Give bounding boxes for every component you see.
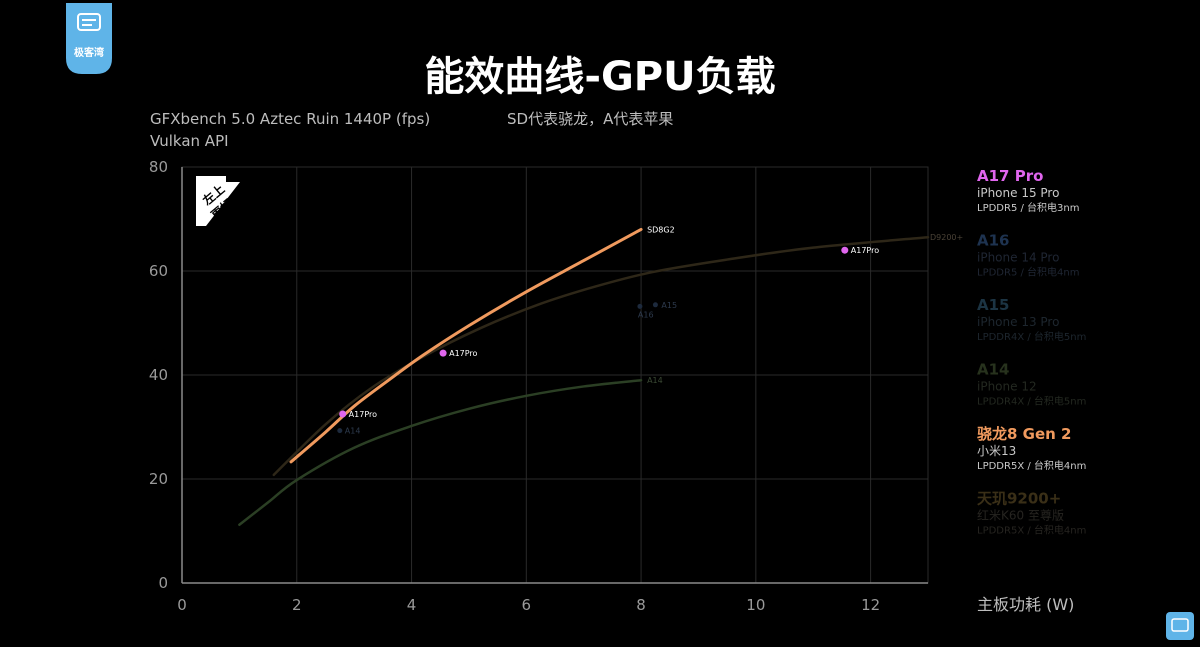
x-tick-label: 12 [861, 596, 880, 614]
point-marker [337, 428, 343, 434]
point-label: A17Pro [851, 246, 879, 255]
y-tick-label: 20 [149, 470, 168, 488]
point-label: A16 [638, 310, 654, 319]
series-line-sd8g2 [289, 227, 643, 464]
x-tick-label: 6 [522, 596, 532, 614]
chart-title: 能效曲线-GPU负载 [424, 54, 775, 100]
legend-spec: LPDDR5 / 台积电4nm [977, 266, 1079, 279]
series-lines: D9200+ A14 SD8G2 [238, 225, 963, 527]
point-marker [439, 349, 447, 357]
grid [181, 166, 929, 584]
legend-spec: LPDDR5X / 台积电4nm [977, 524, 1086, 537]
corner-logo-icon [1171, 618, 1189, 632]
legend-name: A15 [977, 296, 1009, 314]
y-tick-label: 40 [149, 366, 168, 384]
x-axis-label: 主板功耗 (W) [977, 595, 1074, 614]
legend-device: 红米K60 至尊版 [977, 508, 1064, 523]
data-points: A17Pro A17Pro A17Pro A14 A16 A15 [337, 246, 879, 436]
series-line-a14 [238, 378, 643, 527]
legend-spec: LPDDR5 / 台积电3nm [977, 201, 1079, 214]
point-label: A14 [345, 427, 361, 436]
series-end-label-sd8g2: SD8G2 [647, 225, 675, 234]
y-tick-label: 80 [149, 158, 168, 176]
legend-device: 小米13 [977, 444, 1016, 458]
point-label: A17Pro [449, 349, 477, 358]
legend-spec: LPDDR4X / 台积电5nm [977, 330, 1086, 343]
point-marker [339, 410, 347, 418]
x-tick-label: 0 [177, 596, 187, 614]
point-label: A17Pro [349, 410, 377, 419]
x-tick-label: 8 [636, 596, 646, 614]
chart-note: SD代表骁龙，A代表苹果 [507, 110, 673, 128]
x-tick-label: 10 [746, 596, 765, 614]
point-marker [637, 303, 643, 309]
legend-device: iPhone 12 [977, 380, 1037, 394]
legend-spec: LPDDR5X / 台积电4nm [977, 459, 1086, 472]
series-line-d9200 [272, 235, 930, 477]
corner-logo [1166, 612, 1194, 640]
legend-device: iPhone 13 Pro [977, 315, 1059, 329]
logo-icon [77, 13, 101, 31]
series-end-label-a14: A14 [647, 376, 663, 385]
point-marker [841, 246, 849, 254]
logo-badge: 极客湾 [66, 3, 112, 74]
legend-device: iPhone 15 Pro [977, 186, 1059, 200]
legend-name: A16 [977, 232, 1009, 250]
legend-name: A17 Pro [977, 167, 1043, 185]
better-direction-badge: 左上 更好 [196, 176, 240, 226]
x-tick-label: 2 [292, 596, 302, 614]
legend-name: 天玑9200+ [977, 490, 1061, 508]
y-tick-label: 60 [149, 262, 168, 280]
legend-name: A14 [977, 361, 1009, 379]
point-marker [652, 302, 658, 308]
y-tick-label: 0 [158, 574, 168, 592]
legend-device: iPhone 14 Pro [977, 251, 1059, 265]
chart-subtitle-line-1: GFXbench 5.0 Aztec Ruin 1440P (fps) [150, 110, 430, 128]
logo-text: 极客湾 [74, 46, 104, 59]
axes: 0 2 4 6 8 10 12 0 20 40 60 80 [149, 158, 928, 614]
legend-name: 骁龙8 Gen 2 [977, 425, 1071, 443]
x-tick-label: 4 [407, 596, 417, 614]
chart-subtitle-line-2: Vulkan API [150, 132, 229, 150]
series-end-label-d9200: D9200+ [930, 233, 963, 242]
point-label: A15 [661, 301, 677, 310]
legend-spec: LPDDR4X / 台积电5nm [977, 395, 1086, 408]
